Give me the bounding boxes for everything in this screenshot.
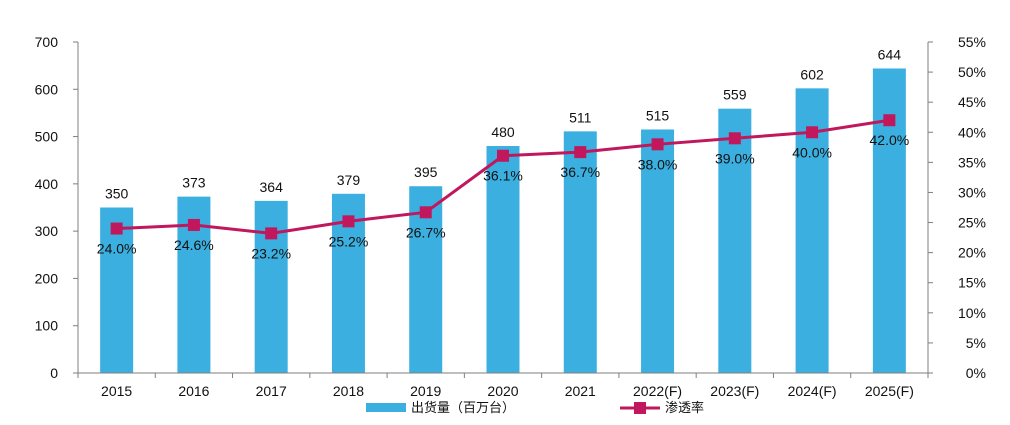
data-labels: 350 373 364 379 395 480 511 515 559 602 644 24.0% 24… [97,46,909,261]
left-tick-label: 100 [35,318,59,334]
line-marker-2015 [110,222,123,235]
left-tick-label: 0 [50,365,58,381]
legend-label-penetration: 渗透率 [665,400,704,416]
bar-value-label: 364 [260,179,284,195]
left-tick-label: 200 [35,270,59,286]
x-tick-label: 2022(F) [633,383,682,399]
right-tick-label: 35% [958,154,986,170]
line-value-label: 26.7% [406,224,446,240]
line-series-penetration [110,114,896,240]
legend-marker-penetration [634,402,646,414]
line-marker-2019 [419,206,432,219]
right-tick-label: 0% [966,365,986,381]
bar-2015 [100,207,134,373]
right-tick-label: 30% [958,184,986,200]
bar-value-label: 379 [337,172,361,188]
bar-value-label: 515 [646,107,670,123]
bar-value-label: 559 [723,87,747,103]
line-marker-2018 [342,215,355,228]
x-tick-label: 2015 [101,383,132,399]
x-tick-label: 2019 [410,383,441,399]
line-value-label: 40.0% [792,144,832,160]
legend-swatch-shipments [366,403,406,412]
line-marker-2025(F) [883,114,896,127]
left-tick-label: 600 [35,81,59,97]
x-tick-label: 2018 [333,383,364,399]
line-value-label: 23.2% [251,245,291,261]
bar-2017 [254,200,288,373]
line-marker-2020 [497,149,509,162]
line-marker-2016 [187,218,200,231]
right-tick-label: 50% [958,64,986,80]
x-tick-label: 2016 [178,383,209,399]
line-value-label: 42.0% [870,132,910,148]
line-marker-2017 [265,227,278,240]
line-value-label: 24.6% [174,237,214,253]
bar-value-label: 395 [414,164,438,180]
legend-label-shipments: 出货量（百万台） [411,400,515,416]
left-tick-label: 300 [35,223,59,239]
left-tick-label: 700 [35,34,59,50]
x-tick-label: 2017 [256,383,287,399]
line-value-label: 36.1% [483,168,523,184]
right-tick-label: 10% [958,305,986,321]
x-tick-label: 2025(F) [865,383,914,399]
x-tick-label: 2024(F) [788,383,837,399]
line-value-label: 24.0% [97,241,137,257]
bar-2020 [486,146,520,373]
bar-2025(F) [872,68,906,373]
bar-value-label: 602 [800,66,824,82]
bar-2021 [563,131,597,373]
bar-value-label: 350 [105,186,129,202]
right-tick-label: 55% [958,34,986,50]
left-tick-label: 500 [35,129,59,145]
right-tick-label: 15% [958,275,986,291]
bar-2023(F) [718,108,752,374]
bar-value-label: 644 [878,46,902,62]
line-marker-2021 [574,146,587,159]
line-value-label: 39.0% [715,150,755,166]
bar-series-shipments [100,68,906,374]
right-tick-label: 25% [958,215,986,231]
bar-value-label: 373 [182,175,206,191]
right-tick-label: 40% [958,124,986,140]
line-marker-2024(F) [806,126,819,139]
bar-value-label: 511 [569,109,592,125]
line-value-label: 36.7% [560,164,600,180]
line-marker-2023(F) [728,132,741,145]
right-tick-label: 5% [966,335,986,351]
legend: 出货量（百万台） 渗透率 [366,400,704,416]
x-tick-label: 2020 [487,383,518,399]
right-tick-label: 45% [958,94,986,110]
axes: 0 100 200 300 400 500 600 700 0% 5% 10% 15% 20% 25% 30… [35,34,986,399]
line-value-label: 25.2% [329,233,369,249]
right-tick-label: 20% [958,245,986,261]
x-tick-label: 2021 [565,383,596,399]
left-tick-label: 400 [35,176,59,192]
bar-2022(F) [641,129,675,373]
line-value-label: 38.0% [638,156,678,172]
x-tick-label: 2023(F) [710,383,759,399]
line-marker-2022(F) [651,138,664,151]
bar-value-label: 480 [491,124,515,140]
